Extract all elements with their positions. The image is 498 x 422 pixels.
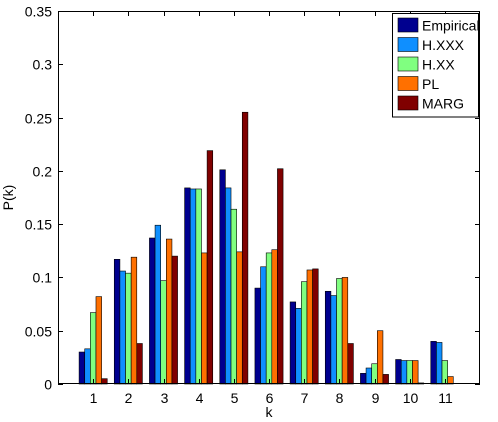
x-tick-label: 5 <box>231 390 239 406</box>
x-tick-label: 2 <box>125 390 133 406</box>
bar-pl-k5 <box>236 251 243 385</box>
bar-pl-k6 <box>271 249 278 385</box>
legend-swatch <box>397 37 419 52</box>
y-tick-label: 0.2 <box>33 164 53 180</box>
bar-pl-k10 <box>412 360 419 385</box>
y-tick-label: 0.35 <box>25 4 52 20</box>
bar-h-xx-k4 <box>195 188 202 385</box>
bar-h-xx-k8 <box>336 278 343 385</box>
bar-h-xx-k11 <box>441 360 448 385</box>
bar-h-xx-k1 <box>90 312 97 385</box>
bar-h-xx-k10 <box>406 360 413 385</box>
bar-empirical-k9 <box>360 373 367 385</box>
bar-pl-k7 <box>306 269 313 385</box>
bar-empirical-k1 <box>78 351 86 385</box>
legend-swatch <box>397 17 419 33</box>
y-tick-label: 0.05 <box>25 324 52 340</box>
bar-h-xxx-k9 <box>365 367 372 385</box>
legend-item: MARG <box>397 95 464 112</box>
bar-empirical-k11 <box>430 341 437 385</box>
x-tick-label: 8 <box>336 390 344 406</box>
bar-h-xxx-k3 <box>154 224 161 385</box>
bar-h-xxx-k6 <box>260 266 267 385</box>
x-axis-label: k <box>266 404 274 420</box>
bar-marg-k9 <box>382 374 389 385</box>
bar-marg-k2 <box>136 343 143 385</box>
bar-pl-k3 <box>166 238 173 385</box>
x-tick-label: 6 <box>266 390 274 406</box>
x-tick-label: 3 <box>161 390 169 406</box>
legend-label: PL <box>422 76 439 92</box>
bar-empirical-k8 <box>324 290 332 385</box>
y-tick-label: 0.1 <box>33 270 53 286</box>
y-tick: 0 <box>44 377 480 393</box>
legend-label: H.XXX <box>422 37 465 53</box>
legend-label: H.XX <box>422 57 455 73</box>
bar-marg-k4 <box>206 150 214 385</box>
bar-empirical-k3 <box>149 237 156 385</box>
bar-h-xxx-k7 <box>295 308 302 385</box>
legend-label: Empirical <box>422 18 480 34</box>
bar-pl-k2 <box>130 256 138 385</box>
bar-h-xxx-k10 <box>400 360 408 385</box>
bar-marg-k5 <box>241 111 249 385</box>
bar-h-xxx-k8 <box>330 295 337 385</box>
legend-item: H.XXX <box>397 37 465 53</box>
x-axis: 1 2 3 4 5 6 7 8 9 10 11 <box>90 11 453 406</box>
bar-h-xxx-k11 <box>436 342 443 385</box>
legend-item: Empirical <box>397 17 480 34</box>
y-tick-label: 0.15 <box>25 217 52 233</box>
bar-pl-k11 <box>447 376 454 385</box>
y-axis-label: P(k) <box>0 185 16 211</box>
bar-h-xx-k6 <box>265 252 273 385</box>
bar-h-xx-k7 <box>301 281 308 385</box>
bar-marg-k8 <box>347 343 354 385</box>
legend-item: H.XX <box>397 56 455 73</box>
y-tick-label: 0.3 <box>33 57 53 73</box>
bar-pl-k8 <box>341 277 349 385</box>
x-tick-label: 1 <box>90 390 98 406</box>
bar-h-xx-k3 <box>160 280 167 385</box>
bar-h-xxx-k2 <box>119 270 126 385</box>
y-tick-label: 0 <box>44 377 52 393</box>
bar-marg-k7 <box>312 268 319 385</box>
bar-h-xx-k9 <box>371 363 378 385</box>
bar-empirical-k2 <box>113 259 121 385</box>
bar-marg-k6 <box>277 168 284 385</box>
x-tick-label: 9 <box>372 390 380 406</box>
bar-marg-k3 <box>171 255 178 385</box>
bar-h-xxx-k5 <box>225 187 232 385</box>
bar-pl-k9 <box>377 330 384 385</box>
legend-swatch <box>397 76 419 91</box>
x-tick-label: 7 <box>301 390 309 406</box>
y-tick-label: 0.25 <box>25 111 52 127</box>
legend-swatch <box>397 95 419 111</box>
x-tick-label: 4 <box>196 390 204 406</box>
legend-swatch <box>397 56 419 72</box>
legend-item: PL <box>397 76 439 92</box>
bar-h-xx-k5 <box>230 208 237 385</box>
bar-h-xxx-k1 <box>84 348 91 385</box>
bar-empirical-k4 <box>184 187 191 385</box>
bar-empirical-k5 <box>219 169 226 385</box>
bar-pl-k4 <box>201 252 208 385</box>
bar-h-xx-k2 <box>125 272 132 385</box>
bar-empirical-k6 <box>254 287 261 385</box>
x-tick-label: 10 <box>403 390 419 406</box>
bar-empirical-k10 <box>395 359 402 385</box>
bar-empirical-k7 <box>289 301 297 385</box>
bar-h-xxx-k4 <box>189 188 197 385</box>
legend-label: MARG <box>422 96 464 112</box>
bar-pl-k1 <box>95 296 102 385</box>
legend: Empirical H.XXX H.XX PL MARG <box>392 13 480 118</box>
x-tick-label: 11 <box>438 390 453 406</box>
plot-border <box>58 11 480 384</box>
